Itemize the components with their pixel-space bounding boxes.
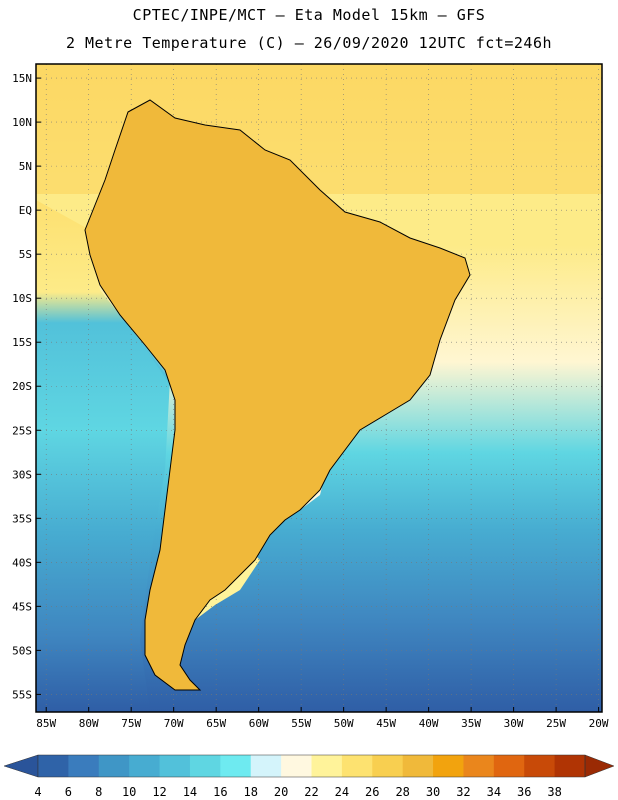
lon-label: 45W (376, 717, 396, 730)
colorbar-swatch (250, 755, 282, 777)
lat-label: 10N (12, 116, 32, 129)
colorbar-swatch (38, 755, 69, 777)
colorbar-swatch (129, 755, 161, 777)
colorbar-label: 6 (65, 785, 72, 799)
pacific-ocean (36, 200, 170, 712)
colorbar-swatch (311, 755, 343, 777)
map-field (36, 64, 602, 712)
colorbar-label: 12 (152, 785, 166, 799)
lon-label: 35W (461, 717, 481, 730)
colorbar-label: 26 (365, 785, 379, 799)
lat-label: 45S (12, 600, 32, 613)
lon-label: 75W (121, 717, 141, 730)
colorbar-label: 14 (183, 785, 197, 799)
map-title: CPTEC/INPE/MCT – Eta Model 15km – GFS (132, 6, 486, 24)
latitude-axis: 15N 10N 5N EQ 5S 10S 15S 20S 25S 30S 35S 40S 45S 50S 5… (12, 72, 41, 701)
colorbar: 4 6 8 10 12 14 16 18 20 22 24 26 28 30 32 34 36 38 (3, 754, 615, 799)
lat-label: 40S (12, 556, 32, 569)
lat-label: EQ (19, 204, 32, 217)
colorbar-label: 10 (122, 785, 136, 799)
colorbar-label: 36 (517, 785, 531, 799)
colorbar-swatch (524, 755, 556, 777)
colorbar-border (37, 754, 586, 778)
colorbar-swatch (554, 755, 586, 777)
colorbar-swatch (189, 755, 221, 777)
lat-label: 15N (12, 72, 32, 85)
lon-label: 20W (589, 717, 609, 730)
lat-label: 30S (12, 468, 32, 481)
lon-label: 25W (546, 717, 566, 730)
colorbar-over-arrow (584, 754, 615, 778)
colorbar-label: 20 (274, 785, 288, 799)
colorbar-swatch (463, 755, 495, 777)
colorbar-label: 8 (95, 785, 102, 799)
longitude-axis: 85W 80W 75W 70W 65W 60W 55W 50W 45W 40W 35W 30W 25W 2… (36, 707, 609, 730)
colorbar-swatch (281, 755, 312, 777)
lat-label: 5N (19, 160, 32, 173)
lat-label: 20S (12, 380, 32, 393)
lat-label: 25S (12, 424, 32, 437)
colorbar-swatch (493, 755, 525, 777)
lon-label: 50W (334, 717, 354, 730)
lon-label: 40W (419, 717, 439, 730)
colorbar-swatch (341, 755, 373, 777)
colorbar-label: 16 (213, 785, 227, 799)
map-frame (35, 63, 603, 713)
colorbar-label: 32 (456, 785, 470, 799)
colorbar-label: 28 (395, 785, 409, 799)
colorbar-label: 18 (243, 785, 257, 799)
lat-label: 55S (12, 688, 32, 701)
colorbar-under-arrow (3, 754, 39, 778)
colorbar-swatch (159, 755, 191, 777)
lat-label: 50S (12, 644, 32, 657)
lat-label: 5S (19, 248, 32, 261)
lat-label: 15S (12, 336, 32, 349)
colorbar-label: 38 (547, 785, 561, 799)
lon-label: 85W (36, 717, 56, 730)
lon-label: 30W (504, 717, 524, 730)
lat-label: 10S (12, 292, 32, 305)
colorbar-swatch (402, 755, 434, 777)
colorbar-label: 30 (426, 785, 440, 799)
map-subtitle: 2 Metre Temperature (C) – 26/09/2020 12U… (65, 34, 553, 52)
colorbar-label: 34 (487, 785, 501, 799)
colorbar-swatch (433, 755, 464, 777)
lon-label: 70W (164, 717, 184, 730)
colorbar-label: 4 (34, 785, 41, 799)
colorbar-swatch (98, 755, 130, 777)
colorbar-label: 22 (304, 785, 318, 799)
lat-label: 35S (12, 512, 32, 525)
colorbar-swatch (68, 755, 100, 777)
lon-label: 80W (79, 717, 99, 730)
colorbar-swatch (372, 755, 404, 777)
lon-label: 60W (249, 717, 269, 730)
lon-label: 65W (206, 717, 226, 730)
colorbar-swatch (220, 755, 252, 777)
lon-label: 55W (291, 717, 311, 730)
colorbar-label: 24 (335, 785, 349, 799)
